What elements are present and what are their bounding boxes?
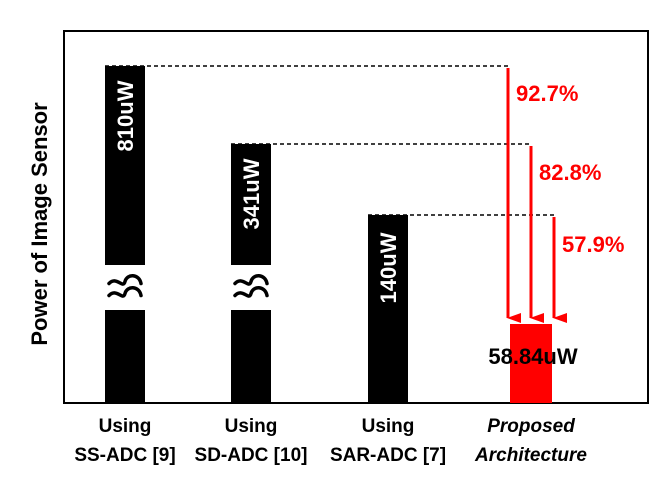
x-tick-labels: Using SS-ADC [9] Using SD-ADC [10] Using SAR-… xyxy=(74,416,587,466)
value-label-0: 810uW xyxy=(113,80,138,151)
guides-layer xyxy=(105,65,554,216)
reduction-label-1: 82.8% xyxy=(539,160,601,185)
axis-break-mark-0-1 xyxy=(107,286,143,298)
value-label-2: 140uW xyxy=(376,232,401,303)
bar-2 xyxy=(368,215,408,403)
x-tick-label-1-0: Using xyxy=(225,416,278,437)
axis-break-mark-0-0 xyxy=(107,274,143,286)
x-tick-label-0-0: Using xyxy=(99,416,152,437)
plot-frame xyxy=(63,30,649,404)
labels-layer: 810uW 341uW 140uW 58.84uW 92.7% 82.8% 57.9% xyxy=(113,80,624,369)
x-tick-label-1-1: SD-ADC [10] xyxy=(195,445,308,466)
reduction-label-0: 92.7% xyxy=(516,81,578,106)
value-label-proposed: 58.84uW xyxy=(488,344,577,369)
bar-0-upper xyxy=(105,66,145,265)
arrows-layer xyxy=(506,68,567,323)
bar-1-lower xyxy=(231,310,271,403)
x-tick-label-2-1: SAR-ADC [7] xyxy=(330,445,446,466)
x-tick-label-0-1: SS-ADC [9] xyxy=(74,445,175,466)
bar-0-lower xyxy=(105,310,145,403)
x-tick-label-2-0: Using xyxy=(362,416,415,437)
axis-break-mark-1-1 xyxy=(233,286,269,298)
bar-1-upper xyxy=(231,144,271,265)
bar-proposed xyxy=(510,324,552,403)
axis-break-mark-1-0 xyxy=(233,274,269,286)
x-tick-label-3-0: Proposed xyxy=(487,416,575,437)
value-label-1: 341uW xyxy=(239,158,264,229)
bars-layer xyxy=(105,66,552,403)
reduction-label-2: 57.9% xyxy=(562,232,624,257)
x-tick-label-3-1: Architecture xyxy=(474,445,587,466)
y-axis-label: Power of Image Sensor xyxy=(27,102,52,346)
